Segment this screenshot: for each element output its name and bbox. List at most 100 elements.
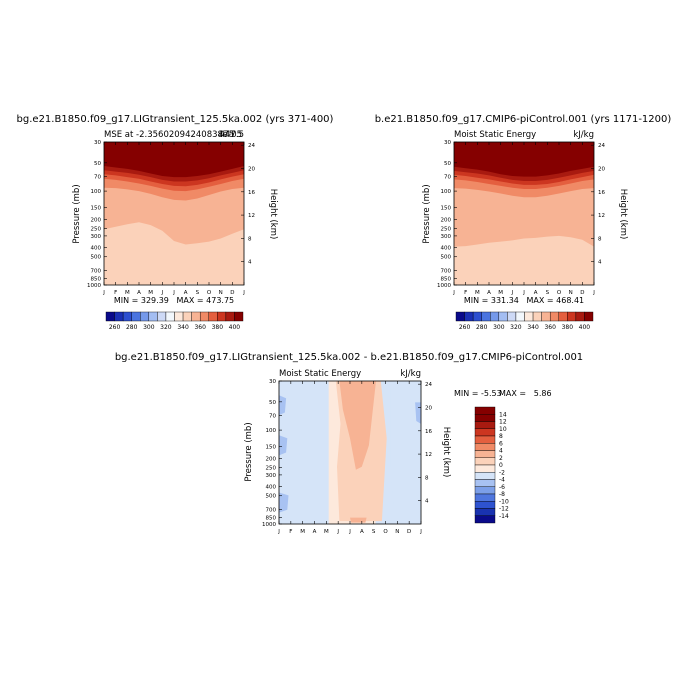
panel1-ylabel: Pressure (mb) [72, 184, 82, 243]
colorbar-swatch [474, 464, 496, 473]
colorbar-label: 360 [194, 324, 206, 331]
y-tick-label: 200 [91, 217, 102, 223]
colorbar-label: 300 [143, 324, 155, 331]
colorbar-swatch [515, 311, 525, 322]
colorbar-label: 6 [499, 440, 503, 447]
mse-band-400 [104, 142, 244, 178]
colorbar-swatch [549, 311, 559, 322]
y-tick-label: 50 [269, 400, 276, 406]
panel3-stats-max: MAX = 5.86 [499, 389, 552, 398]
colorbar-swatch [148, 311, 158, 322]
x-tick-label: F [464, 290, 467, 296]
colorbar-swatch [472, 311, 482, 322]
diff-region-1 [279, 395, 287, 416]
x-tick-label: A [313, 529, 317, 535]
height-tick-label: 24 [248, 143, 255, 149]
panel2-subtitle-left: Moist Static Energy [454, 130, 536, 140]
colorbar-swatch [165, 311, 175, 322]
colorbar-label: -12 [499, 506, 509, 513]
colorbar-swatch [532, 311, 542, 322]
colorbar-swatch [225, 311, 235, 322]
colorbar-label: 8 [499, 433, 503, 440]
x-tick-label: M [475, 290, 480, 296]
y-tick-label: 50 [444, 161, 451, 167]
y-tick-label: 700 [91, 268, 102, 274]
y-tick-label: 850 [441, 276, 452, 282]
x-tick-label: J [336, 529, 339, 535]
y-tick-label: 250 [266, 465, 277, 471]
colorbar-swatch [541, 311, 551, 322]
colorbar-label: -4 [499, 477, 505, 484]
x-tick-label: J [522, 290, 525, 296]
height-tick-label: 4 [598, 260, 602, 266]
x-tick-label: J [592, 290, 595, 296]
colorbar-label: -10 [499, 498, 509, 505]
height-tick-label: 8 [425, 475, 429, 481]
y-tick-label: 400 [91, 246, 102, 252]
height-tick-label: 20 [598, 166, 605, 172]
diff-region-0 [279, 381, 302, 524]
height-tick-label: 20 [425, 405, 432, 411]
colorbar-label: -14 [499, 513, 509, 520]
mse-band-400 [454, 142, 594, 177]
y-tick-label: 300 [266, 473, 277, 479]
colorbar-swatch [584, 311, 594, 322]
x-tick-label: O [207, 290, 212, 296]
colorbar-swatch [498, 311, 508, 322]
y-tick-label: 70 [94, 175, 101, 181]
colorbar-label: 380 [212, 324, 224, 331]
colorbar-label: 14 [499, 411, 507, 418]
colorbar-swatch [474, 435, 496, 444]
panel3-title: bg.e21.B1850.f09_g17.LIGtransient_125.5k… [115, 352, 583, 363]
height-tick-label: 16 [598, 190, 605, 196]
y-tick-label: 50 [94, 161, 101, 167]
x-tick-label: O [557, 290, 562, 296]
x-tick-label: J [419, 529, 422, 535]
x-tick-label: M [148, 290, 153, 296]
height-tick-label: 8 [248, 236, 252, 242]
x-tick-label: J [102, 290, 105, 296]
x-tick-label: N [219, 290, 223, 296]
x-tick-label: M [324, 529, 329, 535]
y-tick-label: 30 [94, 140, 101, 146]
y-tick-label: 500 [441, 255, 452, 261]
x-tick-label: D [407, 529, 411, 535]
colorbar-swatch [474, 493, 496, 502]
colorbar-swatch [474, 486, 496, 495]
colorbar-label: 280 [126, 324, 138, 331]
y-tick-label: 850 [266, 515, 277, 521]
y-tick-label: 500 [91, 255, 102, 261]
colorbar-label: 320 [510, 324, 522, 331]
y-tick-label: 1000 [437, 283, 451, 289]
colorbar-label: 360 [544, 324, 556, 331]
diff-region-2 [279, 435, 288, 456]
colorbar-label: 300 [493, 324, 505, 331]
panel2-ylabel-right: Height (km) [618, 189, 628, 240]
panel3-ylabel: Pressure (mb) [244, 422, 254, 481]
height-tick-label: 20 [248, 166, 255, 172]
panel1-title: bg.e21.B1850.f09_g17.LIGtransient_125.5k… [17, 114, 334, 125]
height-tick-label: 24 [425, 382, 432, 388]
colorbar-swatch [474, 472, 496, 480]
y-tick-label: 500 [266, 494, 277, 500]
panel2-subtitle-right: kJ/kg [573, 130, 594, 140]
colorbar-label: 10 [499, 426, 507, 433]
y-tick-label: 700 [441, 268, 452, 274]
panel1-subtitle-left: MSE at -2.35602094240838e-05 [104, 130, 242, 140]
height-tick-label: 4 [248, 260, 252, 266]
colorbar-swatch [474, 428, 496, 437]
colorbar-swatch [558, 311, 568, 322]
diff-region-6 [390, 388, 404, 517]
x-tick-label: M [125, 290, 130, 296]
panel2-plot-area: J F M A M J J A S O N D J 30 50 70 100 150 200 250 300 400 500… [437, 140, 605, 296]
colorbar-label: 12 [499, 419, 507, 426]
colorbar-label: 2 [499, 455, 503, 462]
y-tick-label: 30 [269, 379, 276, 385]
x-tick-label: N [569, 290, 573, 296]
x-tick-label: S [546, 290, 550, 296]
y-tick-label: 1000 [87, 283, 101, 289]
x-tick-label: J [172, 290, 175, 296]
panel1-stats: MIN = 329.39 MAX = 473.75 [114, 296, 234, 305]
x-tick-label: J [452, 290, 455, 296]
